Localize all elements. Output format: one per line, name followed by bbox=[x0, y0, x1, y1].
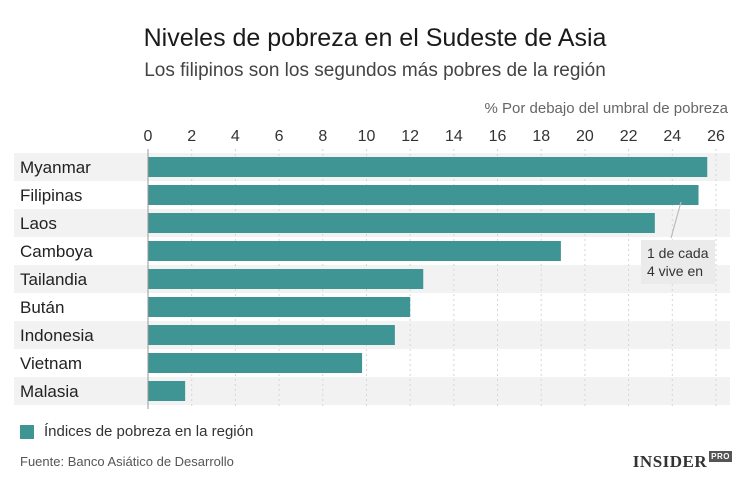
category-label: Indonesia bbox=[20, 326, 94, 345]
x-tick-label: 18 bbox=[532, 128, 550, 145]
annotation-line-1: 1 de cada bbox=[647, 245, 709, 261]
x-tick-label: 26 bbox=[707, 128, 725, 145]
bar bbox=[148, 325, 395, 345]
category-labels: Myanmar Filipinas Laos Camboya Tailandia Butá… bbox=[20, 158, 94, 401]
bar bbox=[148, 185, 699, 205]
row-band bbox=[14, 377, 730, 405]
category-label: Camboya bbox=[20, 242, 93, 261]
category-label: Myanmar bbox=[20, 158, 91, 177]
x-tick-label: 10 bbox=[358, 128, 376, 145]
x-tick-label: 8 bbox=[318, 128, 327, 145]
bar bbox=[148, 269, 424, 289]
bar bbox=[148, 381, 186, 401]
legend: Índices de pobreza en la región bbox=[20, 423, 253, 440]
annotation-line-2: 4 vive en bbox=[647, 263, 703, 279]
x-tick-label: 24 bbox=[663, 128, 681, 145]
category-label: Malasia bbox=[20, 382, 79, 401]
bar bbox=[148, 241, 561, 261]
x-tick-label: 0 bbox=[144, 128, 153, 145]
x-tick-label: 22 bbox=[620, 128, 638, 145]
annotation-box bbox=[641, 240, 715, 284]
annotation: 1 de cada 4 vive en bbox=[641, 201, 715, 284]
x-tick-label: 16 bbox=[489, 128, 507, 145]
bar bbox=[148, 353, 363, 373]
source-note: Fuente: Banco Asiático de Desarrollo bbox=[20, 454, 234, 469]
category-label: Vietnam bbox=[20, 354, 82, 373]
category-label: Laos bbox=[20, 214, 57, 233]
bar bbox=[148, 157, 708, 177]
legend-swatch bbox=[20, 424, 34, 439]
x-tick-label: 2 bbox=[187, 128, 196, 145]
brand-name: INSIDER bbox=[632, 452, 708, 471]
legend-label: Índices de pobreza en la región bbox=[44, 423, 254, 440]
category-label: Tailandia bbox=[20, 270, 88, 289]
chart-title: Niveles de pobreza en el Sudeste de Asia bbox=[143, 24, 607, 52]
brand-logo: INSIDER PRO bbox=[632, 451, 732, 472]
x-tick-label: 12 bbox=[401, 128, 419, 145]
x-tick-label: 4 bbox=[231, 128, 240, 145]
category-label: Filipinas bbox=[20, 186, 82, 205]
x-tick-label: 20 bbox=[576, 128, 594, 145]
chart-subtitle: Los filipinos son los segundos más pobre… bbox=[144, 60, 606, 81]
bar bbox=[148, 297, 411, 317]
bars bbox=[148, 157, 708, 401]
category-label: Bután bbox=[20, 298, 64, 317]
x-tick-label: 14 bbox=[445, 128, 463, 145]
x-tick-labels: 0 2 4 6 8 10 12 14 16 18 20 22 24 26 bbox=[144, 128, 725, 145]
x-axis-title: % Por debajo del umbral de pobreza bbox=[484, 100, 729, 117]
brand-sub: PRO bbox=[709, 451, 732, 462]
bar bbox=[148, 213, 655, 233]
annotation-leader bbox=[670, 201, 682, 239]
x-tick-label: 6 bbox=[275, 128, 284, 145]
